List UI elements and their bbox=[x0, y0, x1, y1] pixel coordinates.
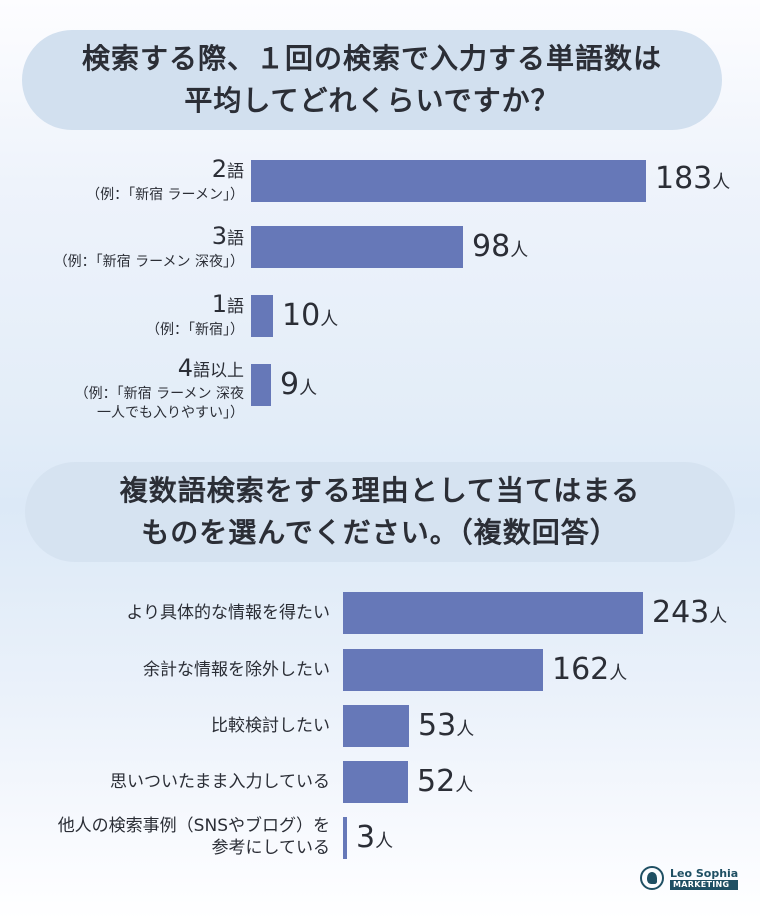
question-2-title-line1: 複数語検索をする理由として当てはまる bbox=[119, 474, 641, 507]
label-number: 2 bbox=[211, 155, 227, 183]
value-unit: 人 bbox=[456, 719, 475, 740]
label-suffix: 語 bbox=[227, 297, 244, 317]
value-unit: 人 bbox=[709, 606, 728, 627]
label-example: （例：「新宿 ラーメン」） bbox=[86, 187, 244, 203]
chart-2-value-as-thought: 52人 bbox=[417, 761, 473, 807]
chart-1-bar-2words bbox=[251, 160, 646, 202]
chart-1-label-4plus-words: 4語以上 （例：「新宿 ラーメン 深夜 一人でも入りやすい」） bbox=[75, 354, 244, 423]
question-1-title: 検索する際、１回の検索で入力する単語数は 平均してどれくらいですか？ bbox=[22, 30, 722, 130]
label-suffix: 語 bbox=[227, 229, 244, 249]
value-number: 162 bbox=[552, 652, 610, 687]
chart-2-bar-specific-info bbox=[343, 592, 643, 634]
chart-1-label-2words: 2語 （例：「新宿 ラーメン」） bbox=[86, 155, 244, 205]
chart-2-bar-others-examples bbox=[343, 817, 347, 859]
chart-1-value-1word: 10人 bbox=[282, 295, 338, 341]
label-number: 1 bbox=[211, 290, 227, 318]
chart-2-bar-compare bbox=[343, 705, 409, 747]
question-2-title-line2: ものを選んでください。（複数回答） bbox=[141, 516, 619, 549]
value-unit: 人 bbox=[455, 775, 474, 796]
value-unit: 人 bbox=[712, 172, 731, 193]
label-number: 4 bbox=[177, 354, 193, 382]
value-unit: 人 bbox=[299, 378, 318, 399]
chart-1-label-1word: 1語 （例：「新宿」） bbox=[146, 290, 244, 340]
chart-2-bar-exclude-info bbox=[343, 649, 543, 691]
chart-2-label-as-thought: 思いついたまま入力している bbox=[110, 772, 330, 792]
chart-1-value-3words: 98人 bbox=[472, 226, 528, 272]
chart-2-value-others-examples: 3人 bbox=[356, 817, 393, 863]
chart-1-bar-1word bbox=[251, 295, 273, 337]
value-number: 3 bbox=[356, 820, 376, 855]
question-1-title-line1: 検索する際、１回の検索で入力する単語数は bbox=[81, 42, 662, 75]
label-line1: 他人の検索事例（SNSやブログ）を bbox=[57, 816, 330, 836]
logo-name: Leo Sophia bbox=[670, 866, 739, 880]
chart-1-value-4plus-words: 9人 bbox=[280, 364, 317, 410]
question-1-title-line2: 平均してどれくらいですか？ bbox=[184, 84, 560, 117]
value-unit: 人 bbox=[510, 240, 529, 261]
chart-1-bar-3words bbox=[251, 226, 463, 268]
value-number: 9 bbox=[280, 367, 300, 402]
chart-1-label-3words: 3語 （例：「新宿 ラーメン 深夜」） bbox=[54, 222, 244, 272]
label-suffix: 語以上 bbox=[193, 361, 244, 381]
label-example: （例：「新宿」） bbox=[146, 322, 244, 338]
label-line2: 参考にしている bbox=[211, 838, 331, 858]
value-number: 243 bbox=[652, 595, 710, 630]
value-number: 53 bbox=[418, 708, 457, 743]
chart-2-label-compare: 比較検討したい bbox=[211, 716, 330, 736]
chart-2-label-others-examples: 他人の検索事例（SNSやブログ）を 参考にしている bbox=[58, 815, 330, 859]
label-suffix: 語 bbox=[227, 162, 244, 182]
value-number: 10 bbox=[282, 298, 321, 333]
brand-logo: Leo Sophia MARKETING bbox=[640, 866, 739, 890]
value-number: 98 bbox=[472, 229, 511, 264]
question-2-title: 複数語検索をする理由として当てはまる ものを選んでください。（複数回答） bbox=[25, 462, 735, 562]
chart-2-value-compare: 53人 bbox=[418, 705, 474, 751]
chart-2-label-specific-info: より具体的な情報を得たい bbox=[126, 603, 330, 623]
label-example: （例：「新宿 ラーメン 深夜」） bbox=[53, 254, 244, 270]
value-unit: 人 bbox=[609, 663, 628, 684]
chart-1-bar-4plus-words bbox=[251, 364, 271, 406]
value-unit: 人 bbox=[320, 309, 339, 330]
value-number: 52 bbox=[417, 764, 456, 799]
lion-head-icon bbox=[640, 866, 664, 890]
chart-1-value-2words: 183人 bbox=[655, 158, 730, 204]
chart-2-label-exclude-info: 余計な情報を除外したい bbox=[143, 660, 330, 680]
chart-2-value-specific-info: 243人 bbox=[652, 592, 727, 638]
value-number: 183 bbox=[655, 161, 713, 196]
label-example-line1: （例：「新宿 ラーメン 深夜 bbox=[74, 386, 244, 402]
chart-2-bar-as-thought bbox=[343, 761, 408, 803]
value-unit: 人 bbox=[375, 831, 394, 852]
chart-2-value-exclude-info: 162人 bbox=[552, 649, 627, 695]
logo-tagline: MARKETING bbox=[670, 879, 739, 890]
label-example-line2: 一人でも入りやすい」） bbox=[97, 405, 244, 421]
label-number: 3 bbox=[211, 222, 227, 250]
